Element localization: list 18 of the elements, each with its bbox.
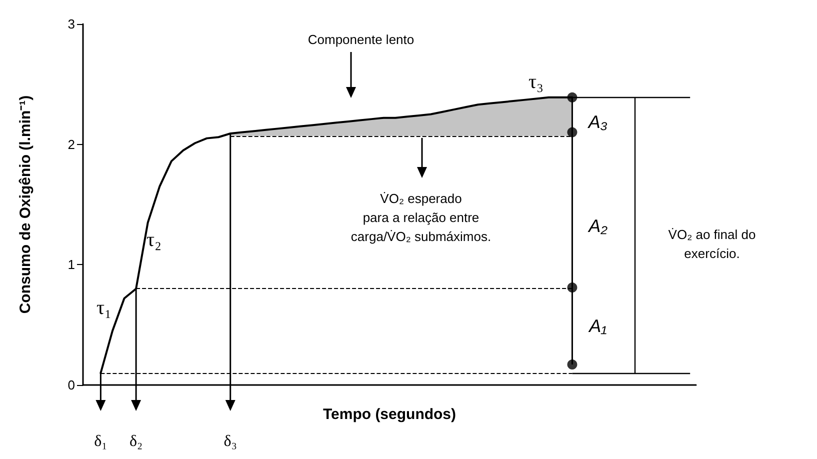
annotation: Componente lento [308,32,414,47]
y-tick-label: 2 [68,136,75,152]
annotation: τ₁ [96,297,112,319]
text: δ₂ [129,433,143,450]
annotation: A₁ [588,316,608,336]
text: δ₁ [94,433,108,450]
annotation: A₃ [587,112,608,132]
y-axis-title: Consumo de Oxigênio (l.min⁻¹) [17,95,34,314]
y-tick-label: 0 [68,378,75,392]
text: δ₃ [224,433,237,450]
x-axis-title: Tempo (segundos) [322,406,456,423]
annotation: τ₂ [146,229,162,251]
annotation: V̇O₂ esperado para a relação entre carga/V̇O₂ submáximos. [350,191,492,244]
annotation: A₂ [588,216,608,236]
annotation: V̇O₂ ao final do exercício. [668,227,756,261]
y-tick-label: 3 [68,16,75,32]
y-tick-label: 1 [68,257,75,272]
annotation: τ₃ [528,71,544,93]
